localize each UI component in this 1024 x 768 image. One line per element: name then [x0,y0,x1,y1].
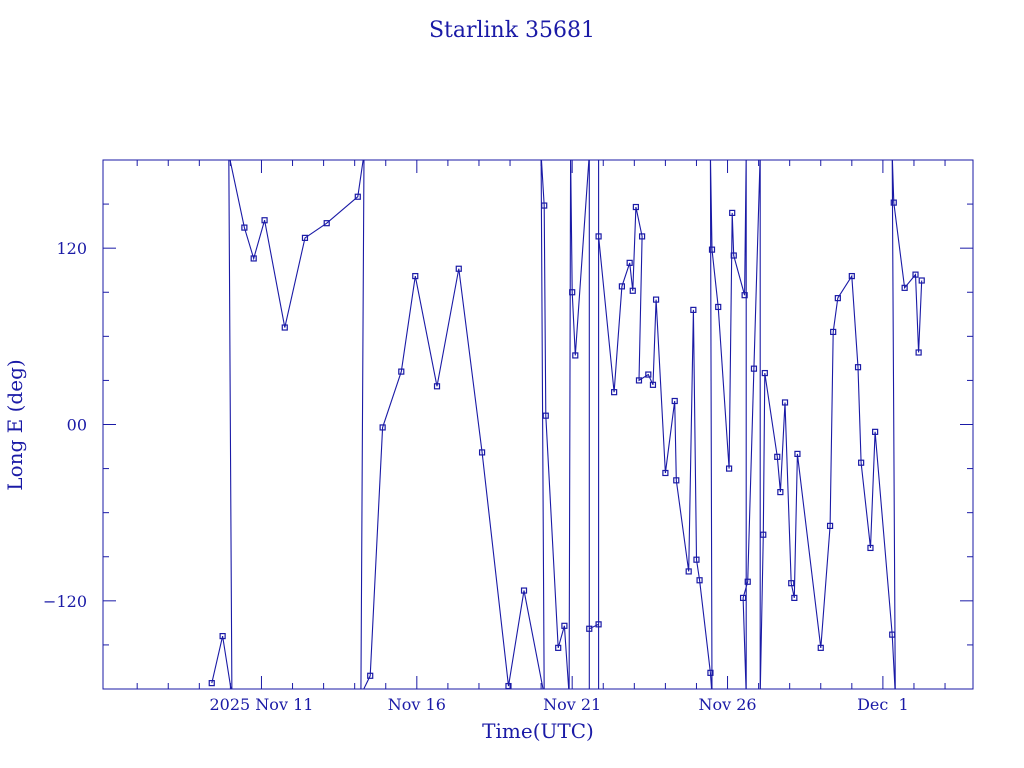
data-point [912,271,919,278]
plot-frame [102,159,974,690]
data-point [901,284,908,291]
data-point [715,303,722,311]
data-point [219,632,226,640]
data-point [834,295,841,302]
data-point [652,296,660,303]
data-point [635,377,643,384]
data-point [645,371,652,378]
data-point [777,488,784,496]
data-point [569,289,576,296]
data-point [626,259,633,266]
data-point [662,469,669,477]
series-group [208,160,925,689]
data-point [693,556,700,563]
data-point [918,277,925,284]
data-point [241,224,248,231]
data-point [848,272,855,280]
data-point [261,217,268,224]
data-point [541,202,548,209]
x-tick-label: Nov 26 [698,695,756,714]
data-point [673,477,680,484]
data-point [750,365,758,372]
chart-title: Starlink 35681 [429,18,595,43]
data-point [744,578,751,585]
data-point [367,672,374,679]
x-tick-label: Nov 16 [388,695,446,714]
data-point [774,453,781,460]
data-point [323,220,330,227]
data-point [760,531,767,538]
y-tick-label: 00 [67,416,87,435]
data-point [788,580,795,587]
data-point [708,246,716,253]
data-point [696,577,703,584]
data-point [858,459,865,466]
data-point [791,594,798,601]
data-point [794,450,801,457]
data-point [586,625,593,632]
data-point [398,368,405,375]
data-point [649,381,657,388]
y-tick-label: −120 [43,592,87,611]
data-point [915,349,922,356]
data-point [632,203,639,211]
data-point [890,199,897,206]
data-point [618,283,625,290]
data-point [572,352,579,359]
data-point [867,544,874,552]
data-point [478,449,486,456]
data-point [595,233,602,240]
data-point [412,272,419,280]
data-point [741,292,748,299]
data-point [761,369,768,377]
data-point [671,397,678,405]
data-point [826,522,834,529]
data-point [379,424,386,431]
data-point [638,233,646,240]
data-point [208,680,215,687]
data-point [354,193,361,200]
data-point [729,209,736,216]
data-point [889,631,896,638]
data-point [433,383,441,390]
x-tick-label: Nov 21 [543,695,601,714]
data-point [250,255,257,262]
data-point [725,465,733,472]
x-axis-label: Time(UTC) [482,719,594,743]
data-point [707,669,714,676]
data-point [555,644,562,651]
data-point [611,389,618,396]
y-tick-labels: 120 00 −120 [43,239,87,611]
data-point [281,324,288,331]
series-line [211,160,923,689]
data-point [505,682,512,689]
data-point [817,644,824,651]
data-point [301,234,309,241]
data-point [520,587,528,594]
data-point [830,328,837,336]
data-point [455,265,462,272]
data-point [595,621,602,628]
y-tick-label: 120 [56,239,87,258]
data-point [854,364,862,371]
y-axis-label: Long E (deg) [3,359,27,490]
data-point [561,622,568,629]
x-tick-labels: 2025 Nov 11 Nov 16 Nov 21 Nov 26 Dec 1 [210,695,909,714]
data-point [872,428,879,435]
x-tick-label: Dec 1 [857,695,909,714]
data-point [690,306,697,313]
data-point [739,594,747,601]
axis-ticks [103,160,973,689]
data-point [730,252,737,259]
data-point [685,568,692,575]
data-point [629,287,636,294]
x-tick-label: 2025 Nov 11 [210,695,314,714]
data-point [781,399,789,406]
data-point [542,412,549,419]
